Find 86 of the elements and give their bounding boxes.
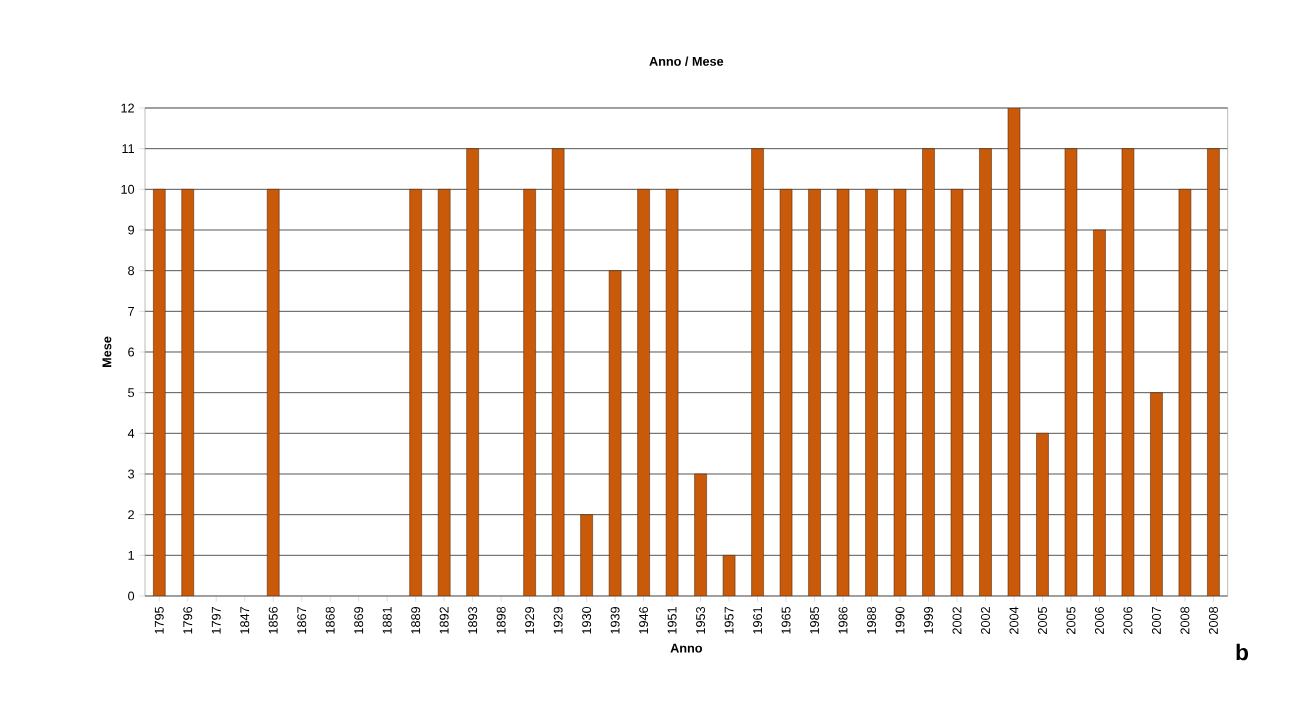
x-tick-label: 1939 [610,607,620,634]
bar [665,189,679,596]
y-tick-label: 8 [128,266,135,276]
x-tick-label: 1796 [183,606,193,634]
bar [608,270,622,596]
bar [637,189,650,596]
x-tick-label: 2005 [1066,606,1076,634]
chart-title: Anno / Mese [649,56,724,66]
y-tick-label: 1 [128,550,134,560]
y-tick-label: 0 [128,591,135,601]
bar [751,148,764,596]
bar [808,189,821,596]
text: b [1236,643,1248,661]
y-tick-label: 9 [128,225,134,235]
x-axis-title: Anno [670,643,703,653]
y-tick-label: 11 [122,144,134,154]
x-tick-label: 2002 [952,607,962,634]
bar [779,189,793,596]
x-tick-label: 1881 [382,607,392,634]
x-tick-label: 1869 [354,607,364,634]
bar [722,555,736,596]
bar [152,189,166,596]
x-tick-label: 1856 [268,606,278,634]
bar [1150,392,1163,596]
bar [1064,148,1078,596]
x-tick-label: 1795 [154,606,164,634]
x-tick-label: 2006 [1123,606,1133,634]
x-tick-label: 1951 [667,607,677,634]
bar [694,473,707,596]
y-tick-label: 2 [128,510,134,520]
y-tick-label: 5 [128,388,135,398]
x-tick-label: 1986 [838,606,848,634]
bar [580,514,593,596]
x-tick-label: 1892 [439,607,449,634]
bar [466,148,479,596]
x-tick-label: 1961 [753,607,763,634]
y-tick-label: 10 [121,184,135,194]
x-tick-label: 1988 [867,606,877,634]
x-tick-label: 1946 [639,606,649,634]
x-tick-label: 2007 [1151,607,1161,634]
bar [1178,189,1192,596]
y-tick-label: 3 [128,469,135,479]
x-tick-label: 2005 [1037,606,1047,634]
bar [1207,148,1220,596]
x-tick-label: 1868 [325,606,335,634]
bar [181,189,195,596]
bar [1121,148,1135,596]
bar [409,189,422,596]
bar [865,189,878,596]
y-tick-label: 4 [127,428,135,438]
y-tick-label: 12 [121,103,134,113]
x-tick-label: 2008 [1180,606,1190,634]
bar [551,148,565,596]
x-tick-label: 1930 [582,606,592,634]
x-tick-label: 1965 [781,606,791,634]
x-tick-label: 2008 [1208,606,1218,634]
bar [523,189,536,596]
x-tick-label: 2004 [1009,606,1019,634]
bar [922,148,935,596]
bar [950,189,964,596]
x-tick-label: 2006 [1094,606,1104,634]
bar [437,189,451,596]
x-tick-label: 1953 [696,606,706,634]
bar [1007,108,1021,596]
bar [893,189,907,596]
x-tick-label: 1893 [468,606,478,634]
bar [979,148,992,596]
x-tick-label: 1929 [525,607,535,634]
x-tick-label: 1889 [411,607,421,634]
bar [1093,229,1106,596]
x-tick-label: 1985 [810,606,820,634]
x-tick-label: 1990 [895,606,905,634]
x-tick-label: 1898 [496,606,506,634]
x-tick-label: 1929 [553,607,563,634]
bar [266,189,280,596]
x-tick-label: 1867 [297,607,307,634]
y-axis-title: Mese [102,336,112,367]
x-tick-label: 1957 [724,607,734,634]
bar [836,189,850,596]
x-tick-label: 2002 [981,607,990,634]
x-tick-label: 1847 [240,607,250,634]
y-tick-label: 7 [128,306,134,316]
bar [1036,433,1049,596]
x-tick-label: 1797 [211,607,221,634]
y-tick-label: 6 [128,347,135,357]
x-tick-label: 1999 [924,607,933,634]
